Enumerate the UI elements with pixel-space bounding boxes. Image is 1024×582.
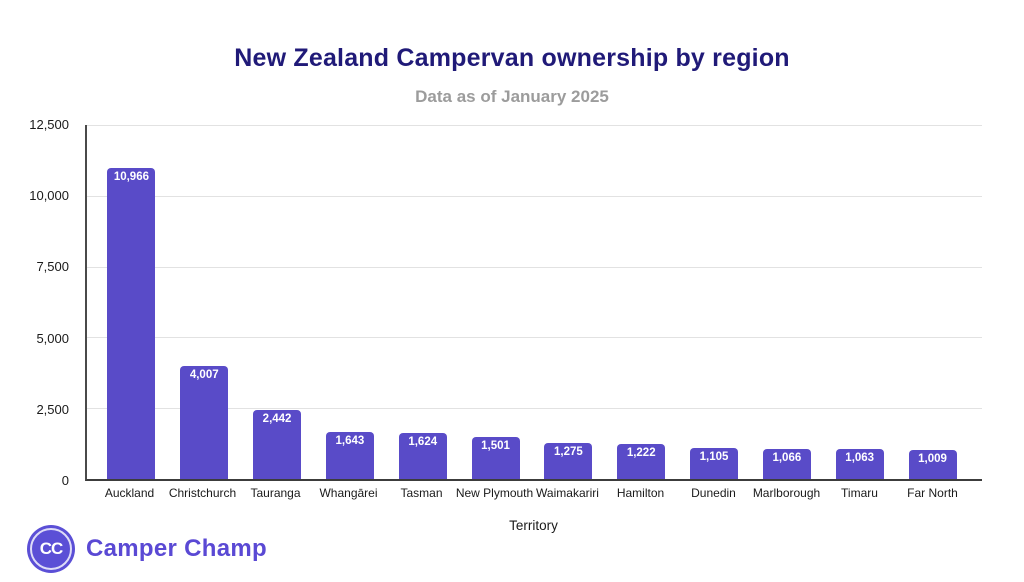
- x-category-label: Christchurch: [168, 486, 237, 500]
- bar-value-label: 1,501: [481, 439, 510, 452]
- bar-far-north: 1,009: [908, 450, 957, 479]
- bar-marlborough: 1,066: [762, 448, 811, 479]
- bar-value-label: 1,063: [845, 451, 875, 464]
- bar-value-label: 1,643: [335, 435, 365, 448]
- bar-slot: 10,966: [95, 125, 168, 479]
- bar-tauranga: 2,442: [253, 409, 302, 479]
- camper-champ-logo-icon: CC: [27, 525, 75, 573]
- bar-slot: 1,501: [459, 125, 532, 479]
- chart-subtitle: Data as of January 2025: [415, 87, 609, 106]
- y-tick-label: 0: [61, 473, 69, 488]
- bar-christchurch: 4,007: [180, 365, 229, 479]
- y-axis-tick-labels: 0 2,500 5,000 7,500 10,000 12,500: [0, 117, 77, 488]
- x-category-label: Far North: [907, 486, 958, 500]
- bar-series: 10,966 4,007 2,442 1,643 1,624 1,501 1,275 1,22…: [95, 125, 969, 479]
- y-tick-label: 5,000: [36, 330, 69, 346]
- bar-new-plymouth: 1,501: [471, 436, 520, 479]
- bar-auckland: 10,966: [107, 168, 156, 479]
- y-tick-label: 7,500: [36, 259, 69, 275]
- logo-monogram: CC: [39, 539, 64, 558]
- gridline-10000: [87, 195, 982, 197]
- y-tick-label: 2,500: [36, 401, 69, 417]
- bar-slot: 4,007: [168, 125, 241, 479]
- bar-hamilton: 1,222: [617, 444, 666, 479]
- chart-title: New Zealand Campervan ownership by regio…: [234, 44, 790, 72]
- bar-slot: 1,624: [386, 125, 459, 479]
- y-tick-label: 12,500: [29, 117, 69, 132]
- bar-value-label: 1,624: [408, 436, 438, 449]
- bar-whangārei: 1,643: [325, 432, 374, 479]
- x-category-label: Dunedin: [691, 486, 736, 500]
- x-category-label: Waimakariri: [536, 486, 599, 500]
- bar-slot: 2,442: [241, 125, 314, 479]
- bar-value-label: 10,966: [113, 171, 149, 184]
- x-category-label: Tauranga: [250, 486, 301, 500]
- bar-value-label: 4,007: [189, 368, 219, 381]
- bar-value-label: 1,105: [699, 450, 729, 463]
- bar-value-label: 1,009: [918, 453, 947, 466]
- bar-slot: 1,063: [823, 125, 896, 479]
- bar-slot: 1,643: [313, 125, 386, 479]
- gridline-5000: [87, 337, 982, 339]
- bar-slot: 1,275: [532, 125, 605, 479]
- x-category-label: Whangārei: [319, 486, 378, 500]
- bar-tasman: 1,624: [398, 433, 447, 479]
- bar-slot: 1,105: [678, 125, 751, 479]
- x-category-label: Auckland: [104, 486, 155, 500]
- gridline-7500: [87, 266, 982, 268]
- gridline-2500: [87, 408, 982, 410]
- x-axis-title: Territory: [509, 518, 558, 533]
- bar-slot: 1,222: [605, 125, 678, 479]
- bar-slot: 1,009: [896, 125, 969, 479]
- x-axis-category-labels: Auckland Christchurch Tauranga Whangārei Tas…: [93, 486, 969, 500]
- bar-waimakariri: 1,275: [544, 442, 593, 479]
- brand-name: Camper Champ: [86, 535, 267, 562]
- y-tick-label: 10,000: [29, 188, 69, 204]
- bar-value-label: 1,066: [772, 451, 802, 464]
- x-category-label: New Plymouth: [455, 486, 534, 500]
- x-category-label: Tasman: [400, 486, 443, 500]
- bar-dunedin: 1,105: [690, 447, 739, 479]
- x-category-label: Hamilton: [616, 486, 665, 500]
- brand-footer: CC Camper Champ: [27, 525, 267, 573]
- x-category-label: Marlborough: [752, 486, 821, 500]
- bar-slot: 1,066: [750, 125, 823, 479]
- x-category-label: Timaru: [841, 486, 878, 500]
- bar-timaru: 1,063: [835, 448, 884, 479]
- plot-area: 10,966 4,007 2,442 1,643 1,624 1,501 1,275 1,22…: [85, 125, 982, 481]
- bar-value-label: 1,275: [553, 445, 583, 458]
- bar-value-label: 1,222: [626, 447, 656, 460]
- bar-value-label: 2,442: [262, 412, 292, 425]
- gridline-12500: [87, 125, 982, 126]
